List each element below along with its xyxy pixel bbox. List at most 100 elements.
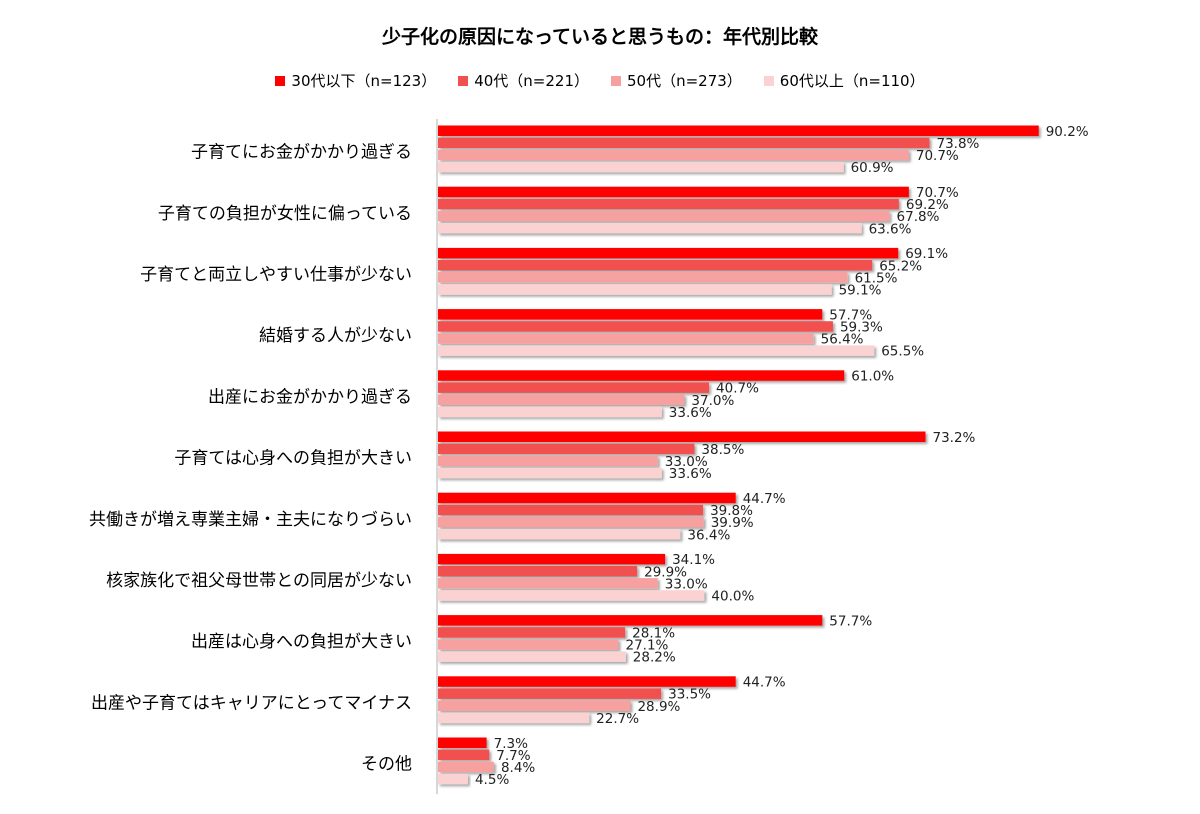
bar [438,394,685,405]
data-label: 29.9% [644,564,687,580]
data-label: 59.1% [839,282,882,298]
bar [438,247,899,259]
legend-label: 50代（n=273） [627,72,742,90]
data-label: 63.6% [869,221,912,237]
data-label: 34.1% [672,552,715,568]
bar [438,186,909,198]
bar [438,198,899,210]
legend-item: 30代以下（n=123） [275,70,436,91]
data-label: 4.5% [475,772,509,788]
bar [438,149,909,161]
data-label: 65.5% [881,344,924,360]
bar [438,443,695,455]
bar [438,761,494,773]
bar [438,516,704,528]
legend-swatch [458,75,469,86]
legend-item: 60代以上（n=110） [763,70,925,91]
data-label: 40.0% [711,588,754,604]
category-label: その他 [361,755,412,775]
bar [438,382,710,393]
legend-swatch [611,75,621,86]
bar [438,737,487,748]
data-label: 28.1% [632,625,675,641]
data-label: 36.4% [687,527,730,543]
bar [438,529,681,540]
bar [438,431,926,442]
data-label: 39.8% [710,503,753,519]
legend: 30代以下（n=123） 40代（n=221） 50代（n=273） 60代以上… [0,70,1200,91]
data-label: 59.3% [840,319,883,335]
data-label: 67.8% [897,209,940,225]
data-label: 73.2% [933,430,976,446]
data-label: 60.9% [851,160,894,176]
bar [438,125,1039,136]
data-label: 7.7% [496,748,530,764]
chart-title: 少子化の原因になっていると思うもの：年代別比較 [381,26,819,48]
bar [438,492,736,504]
bar [438,651,626,662]
data-label: 70.7% [916,148,959,164]
data-label: 65.2% [879,258,922,274]
category-label: 子育ては心身への負担が大きい [174,449,412,469]
data-label: 28.9% [637,699,680,715]
bar [438,627,626,638]
category-label: 出産は心身への負担が大きい [191,632,412,652]
category-label: 共働きが増え専業主婦・主夫になりづらい [89,510,412,530]
category-label: 子育てと両立しやすい仕事が少ない [140,265,412,285]
bar [438,639,619,650]
data-label: 22.7% [596,711,639,727]
bar [438,309,823,320]
data-label: 37.0% [691,393,734,409]
category-label: 子育てにお金がかかり過ぎる [191,143,412,163]
bar [438,590,705,601]
data-label: 90.2% [1046,124,1089,140]
bar [438,260,873,271]
bar [438,321,833,332]
data-label: 57.7% [829,613,872,629]
data-label: 57.7% [829,307,872,323]
bar [438,467,662,479]
data-label: 44.7% [743,675,786,691]
legend-item: 50代（n=273） [611,70,742,91]
bar [438,615,823,626]
bar [438,566,638,577]
data-label: 56.4% [821,332,864,348]
bar [438,553,666,565]
data-label: 8.4% [501,760,535,776]
category-labels: 子育てにお金がかかり過ぎる子育ての負担が女性に偏っている子育てと両立しやすい仕事… [89,143,412,775]
legend-swatch [763,75,774,86]
bar [438,284,832,295]
data-label: 73.8% [937,136,980,152]
data-label: 70.7% [916,185,959,201]
data-label: 44.7% [743,491,786,507]
legend-label: 60代以上（n=110） [779,72,925,90]
bar [438,137,930,149]
category-label: 核家族化で祖父母世帯との同居が少ない [106,571,412,591]
category-label: 出産にお金がかかり過ぎる [208,387,412,407]
bar [438,345,875,356]
bar [438,161,844,173]
bar [438,688,662,699]
data-label: 38.5% [701,442,744,458]
data-label: 61.0% [851,369,894,385]
data-label: 27.1% [625,638,668,654]
data-label: 33.6% [669,466,712,482]
legend-label: 40代（n=221） [474,72,589,90]
data-label: 7.3% [494,736,528,752]
bar [438,370,845,381]
bars-layer [438,125,1039,785]
legend-swatch [275,75,286,86]
data-label: 69.1% [905,246,948,262]
bar [438,773,468,785]
bar [438,272,848,283]
bar [438,455,658,467]
value-labels: 90.2%73.8%70.7%60.9%70.7%69.2%67.8%63.6%… [475,124,1089,788]
data-label: 61.5% [855,270,898,286]
bar [438,333,814,344]
data-label: 33.0% [665,454,708,470]
data-label: 40.7% [716,381,759,397]
category-label: 結婚する人が少ない [259,326,412,346]
bar [438,210,890,222]
legend-label: 30代以下（n=123） [291,72,437,90]
